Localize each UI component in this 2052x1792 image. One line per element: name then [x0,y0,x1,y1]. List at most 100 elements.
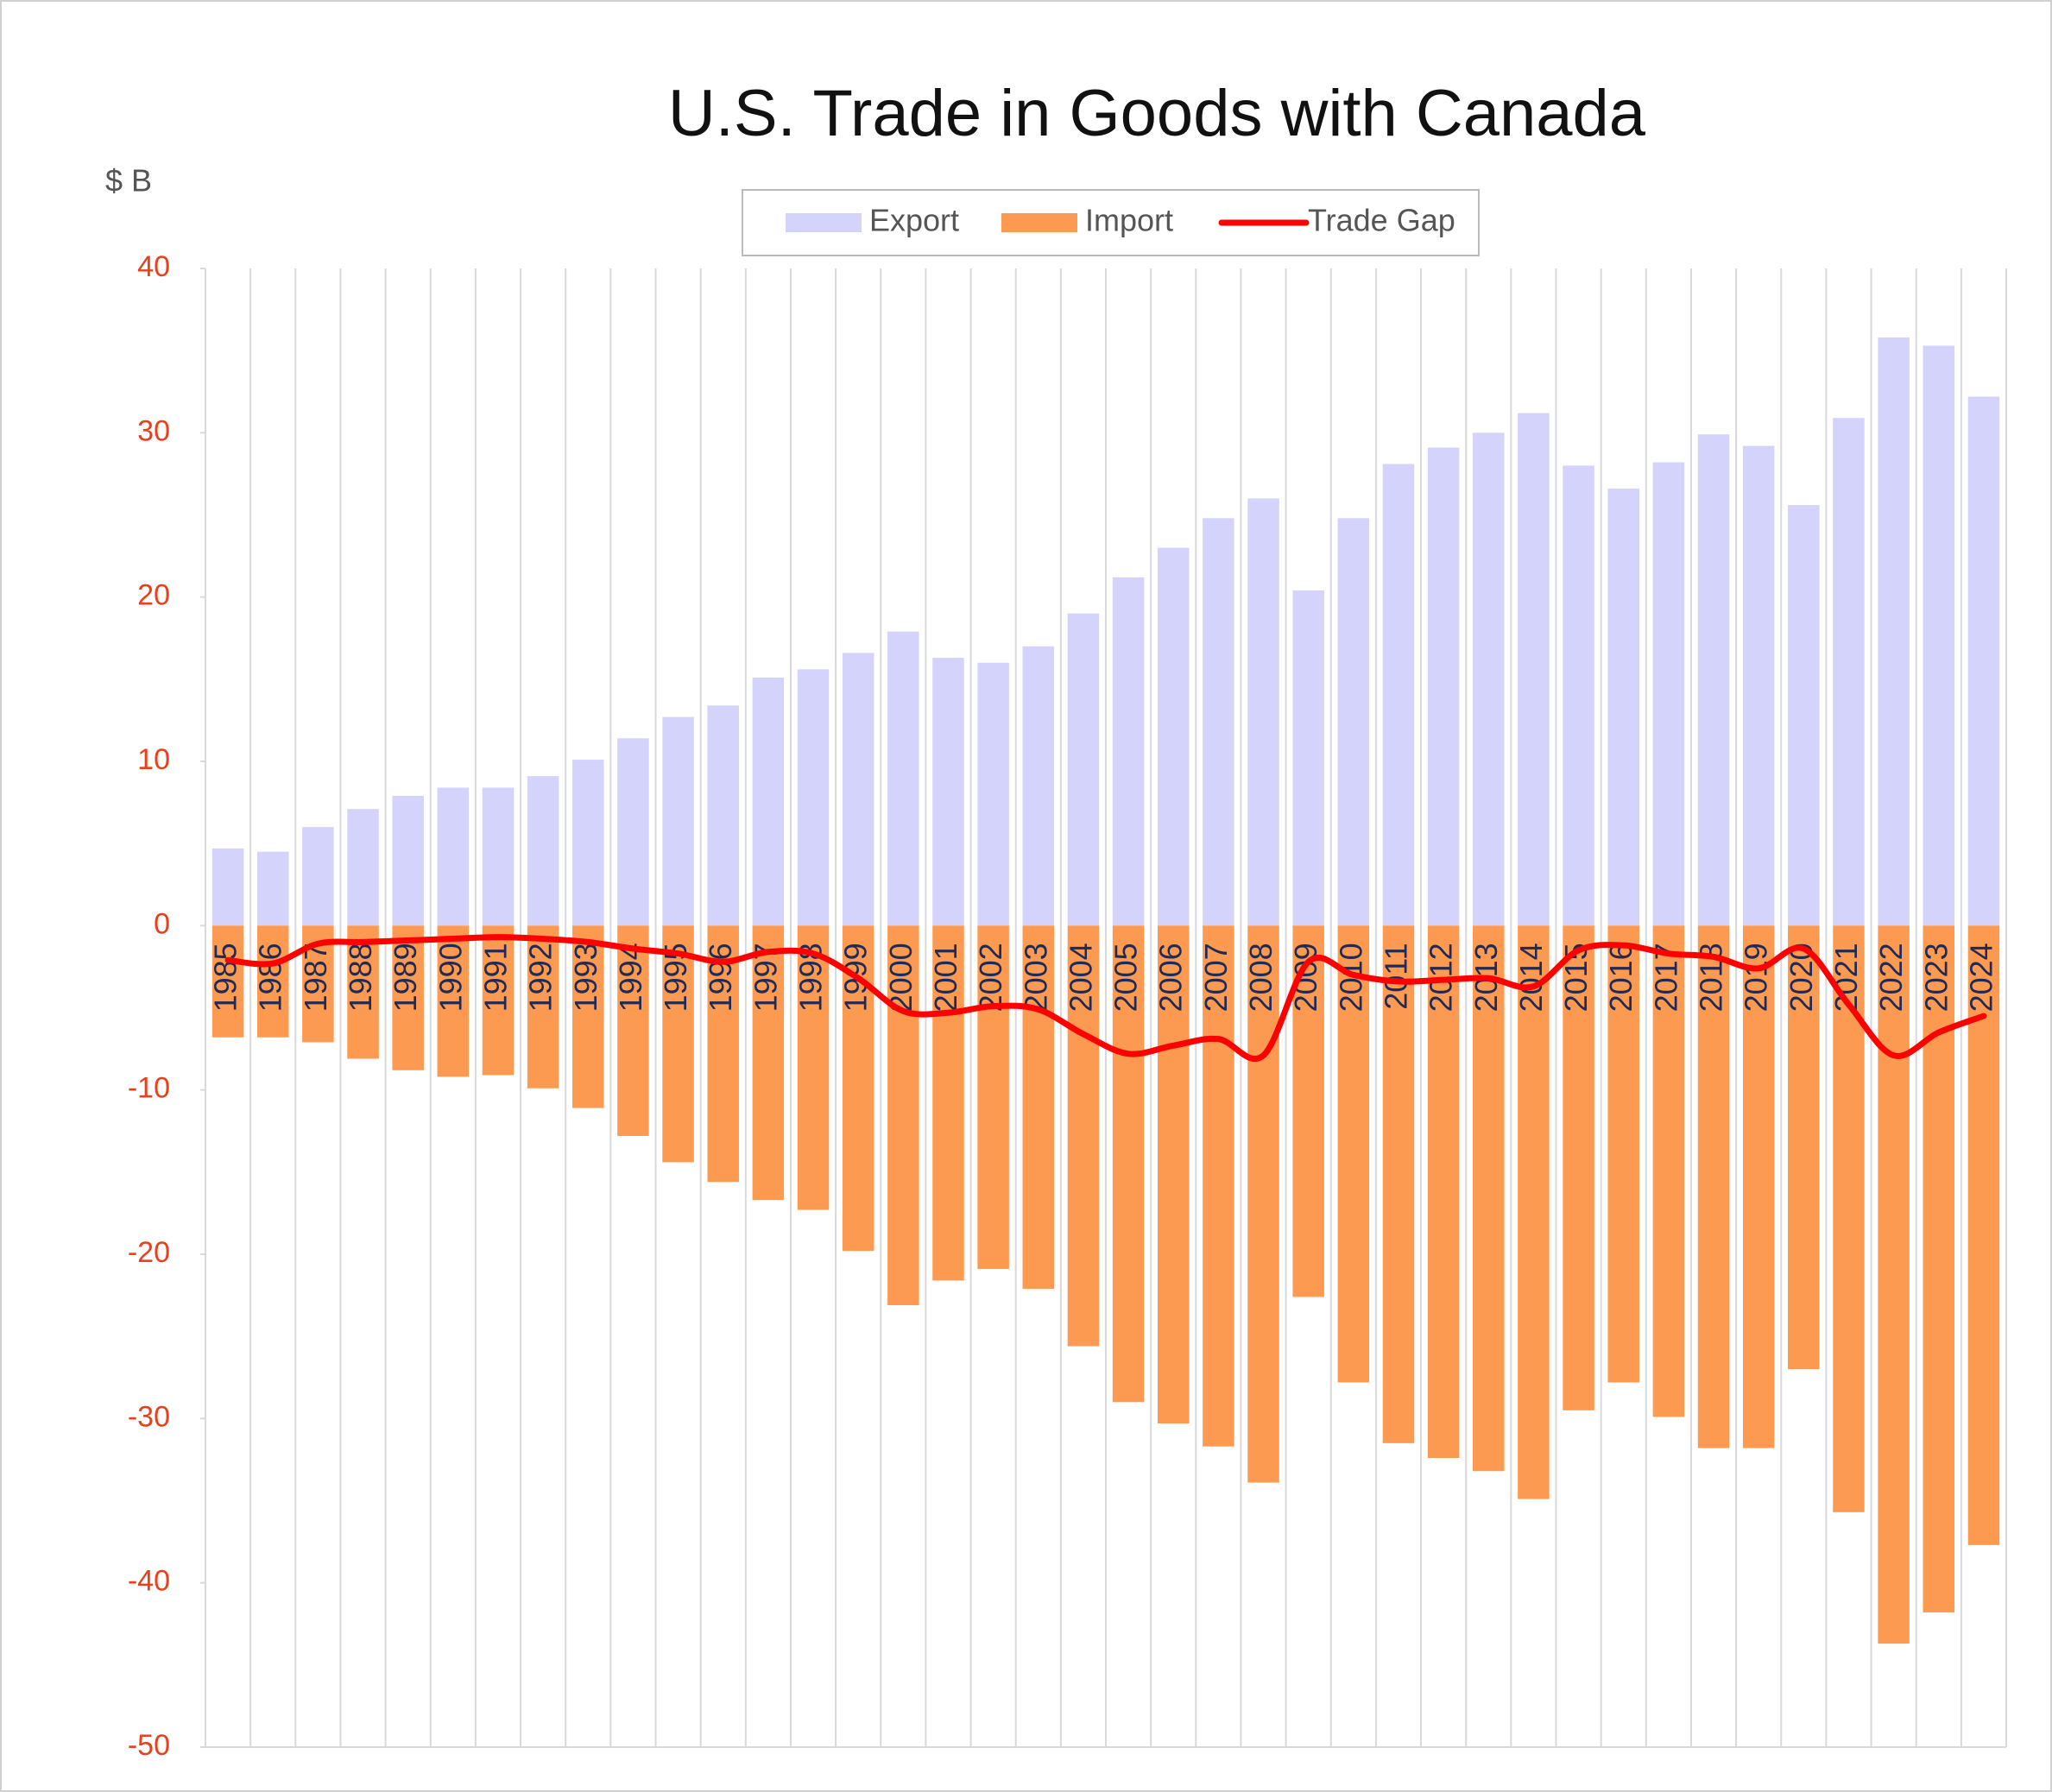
bar [347,809,379,926]
x-tick-label: 1985 [208,943,243,1012]
x-tick-label: 2024 [1963,943,1998,1012]
bar [1563,465,1594,926]
x-tick-label: 2009 [1288,943,1323,1012]
x-tick-label: 2007 [1198,943,1234,1012]
x-tick-label: 2001 [928,943,963,1012]
bar [1563,925,1594,1410]
bar [1112,925,1145,1403]
bar [707,705,739,926]
x-tick-label: 1996 [703,943,738,1012]
x-tick-label: 2006 [1153,943,1189,1012]
bar [1157,547,1190,926]
bar [212,925,244,1038]
bar [302,827,334,926]
bar [392,925,424,1070]
x-tick-label: 2023 [1918,943,1954,1012]
bar [1518,413,1550,926]
bar [347,925,379,1059]
bar [1247,925,1279,1483]
bar [1742,445,1775,926]
bar [977,662,1009,926]
x-tick-label: 1986 [253,943,288,1012]
bar [617,738,649,926]
x-tick-label: 2014 [1513,943,1549,1012]
bar [797,925,830,1210]
y-axis-label: $ B [105,163,152,199]
lines [224,934,1987,1063]
bar [662,716,694,926]
legend: Export Import Trade Gap [786,203,1455,238]
legend-label: Export [869,203,959,238]
bar [1967,925,2000,1545]
bar [1473,432,1505,926]
bar [1833,418,1865,926]
y-tick-label: -30 [128,1400,170,1433]
bar [1022,646,1055,926]
x-tick-label: 1992 [523,943,559,1012]
bar [1292,590,1324,926]
bar [527,925,559,1088]
bar [887,631,919,926]
bar [752,925,785,1201]
bar [1607,925,1639,1383]
y-tick-label: -20 [128,1236,170,1269]
bar [1203,925,1234,1447]
bar [1742,925,1775,1448]
x-tick-label: 2003 [1018,943,1053,1012]
bar [1382,464,1415,926]
bar [256,925,289,1038]
bar [1382,925,1415,1443]
bar [1788,925,1820,1370]
x-tick-label: 2022 [1873,943,1909,1012]
bar [1112,577,1145,926]
x-tick-label: 1991 [477,943,513,1012]
legend-box [742,189,1480,256]
x-tick-label: 2016 [1603,943,1638,1012]
y-tick-label: 0 [154,907,170,940]
bars [212,337,2000,1644]
bar [662,925,694,1163]
bar [437,787,470,926]
x-tick-label: 1994 [613,943,648,1012]
x-tick-label: 2005 [1108,943,1144,1012]
x-tick-label: 1988 [343,943,378,1012]
legend-label: Trade Gap [1308,203,1455,238]
bar [932,658,964,926]
bar [1067,613,1100,926]
x-tick-label: 2019 [1739,943,1774,1012]
bar [527,776,559,926]
bar [1607,489,1639,926]
bar [1788,505,1820,926]
bar [1473,925,1505,1472]
y-tick-label: -50 [128,1729,170,1762]
grid: -50 -40 -30 -20 -10 0 10 20 30 40 [128,250,2007,1762]
bar [212,848,244,926]
y-tick-label: 20 [137,579,170,612]
y-tick-label: 10 [137,743,170,776]
bar [752,677,785,926]
bar [1337,925,1370,1383]
bar [1652,462,1685,926]
trade-gap-line [224,934,1987,1063]
x-tick-label: 1987 [298,943,333,1012]
bar [1203,518,1234,926]
bar [1427,925,1460,1459]
bar [1878,337,1910,926]
x-tick-label: 2008 [1243,943,1279,1012]
bar [572,760,604,926]
bar [707,925,739,1183]
bar [1967,396,2000,926]
bar [1518,925,1550,1499]
x-tick-label: 2011 [1378,943,1413,1009]
bar [1833,925,1865,1512]
legend-swatch [786,213,862,232]
bar [977,925,1009,1270]
bar [572,925,604,1108]
x-tick-label: 1990 [432,943,468,1012]
y-tick-label: 30 [137,414,170,447]
bar [797,669,830,926]
bar [1157,925,1190,1424]
bar [1652,925,1685,1417]
bar [1697,925,1730,1448]
